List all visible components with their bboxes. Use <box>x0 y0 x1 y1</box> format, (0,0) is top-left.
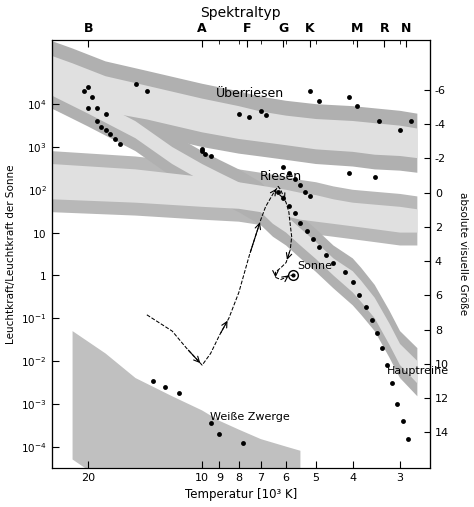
Polygon shape <box>52 41 418 173</box>
Text: Weiße Zwerge: Weiße Zwerge <box>210 412 289 422</box>
Polygon shape <box>73 331 301 507</box>
Text: Sonne: Sonne <box>298 261 332 271</box>
Text: Riesen: Riesen <box>260 170 302 184</box>
Polygon shape <box>52 56 418 158</box>
Text: Hauptreihe: Hauptreihe <box>387 366 449 376</box>
X-axis label: Spektraltyp: Spektraltyp <box>201 6 281 20</box>
Polygon shape <box>52 164 418 233</box>
X-axis label: Temperatur [10³ K]: Temperatur [10³ K] <box>185 488 297 501</box>
Polygon shape <box>52 151 418 245</box>
Y-axis label: Leuchtkraft/Leuchtkraft der Sonne: Leuchtkraft/Leuchtkraft der Sonne <box>6 164 16 344</box>
Polygon shape <box>52 79 418 383</box>
Polygon shape <box>52 65 418 396</box>
Text: Überriesen: Überriesen <box>215 87 283 100</box>
Y-axis label: absolute visuelle Größe: absolute visuelle Größe <box>458 193 468 315</box>
